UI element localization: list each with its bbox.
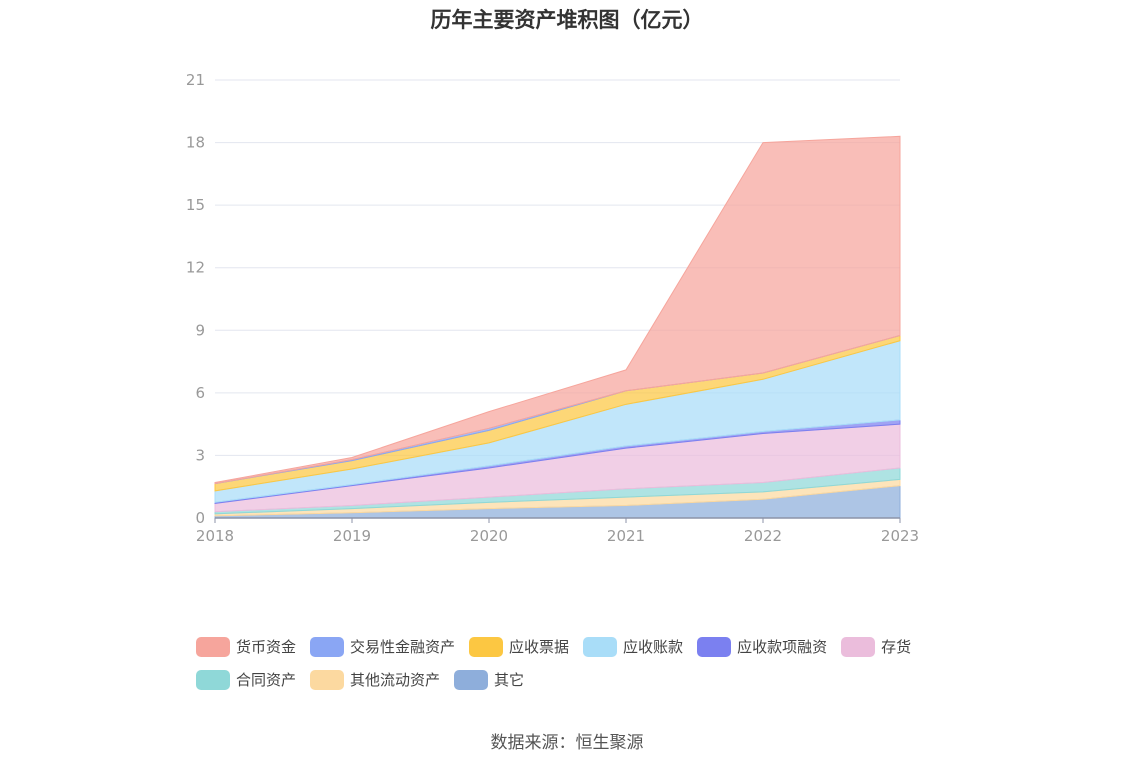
legend-swatch	[310, 636, 345, 657]
legend-label: 其它	[494, 671, 525, 689]
legend-item[interactable]: 其他流动资产	[310, 669, 440, 690]
legend-item[interactable]: 存货	[841, 636, 911, 657]
y-tick-label: 0	[195, 509, 205, 527]
legend-swatch	[196, 636, 230, 657]
y-tick-label: 18	[186, 134, 205, 152]
legend-label: 应收款项融资	[737, 638, 828, 656]
legend-item[interactable]: 合同资产	[196, 669, 296, 690]
x-tick-label: 2022	[744, 527, 782, 545]
legend-item[interactable]: 其它	[454, 669, 524, 690]
chart-title: 历年主要资产堆积图（亿元）	[430, 8, 704, 32]
y-tick-label: 9	[195, 321, 205, 339]
legend-label: 合同资产	[236, 671, 297, 689]
legend: 货币资金 交易性金融资产 应收票据 应收账款 应收款项融资 存货合同资产 其他流动资产 其它	[196, 630, 996, 696]
legend-item[interactable]: 应收款项融资	[697, 636, 827, 657]
x-tick-label: 2019	[333, 527, 371, 545]
x-tick-label: 2021	[607, 527, 645, 545]
y-tick-label: 6	[195, 384, 205, 402]
legend-swatch	[841, 636, 876, 657]
legend-label: 货币资金	[236, 638, 297, 656]
legend-swatch	[583, 636, 618, 657]
x-tick-label: 2018	[196, 527, 234, 545]
data-source: 数据来源：恒生聚源	[490, 733, 644, 753]
legend-swatch	[469, 636, 504, 657]
legend-swatch	[196, 669, 230, 690]
y-tick-label: 12	[186, 259, 205, 277]
x-tick-label: 2020	[470, 527, 508, 545]
axes: 0 3 6 9 12 15 18 21 2018 2019 2020 2021 2022 2023	[186, 71, 919, 545]
stacked-area-chart: 0 3 6 9 12 15 18 21 2018 2019 2020 2021 2022 2023	[186, 71, 919, 545]
y-tick-label: 15	[186, 196, 205, 214]
y-tick-label: 3	[195, 446, 205, 464]
legend-item[interactable]: 应收票据	[469, 636, 569, 657]
legend-swatch	[697, 636, 732, 657]
legend-swatch	[454, 669, 489, 690]
legend-swatch	[310, 669, 345, 690]
legend-item[interactable]: 货币资金	[196, 636, 296, 657]
legend-label: 应收账款	[623, 638, 684, 656]
legend-label: 应收票据	[509, 638, 570, 656]
legend-item[interactable]: 交易性金融资产	[310, 636, 455, 657]
legend-row: 合同资产 其他流动资产 其它	[196, 663, 996, 696]
legend-label: 交易性金融资产	[350, 638, 456, 656]
legend-item[interactable]: 应收账款	[583, 636, 683, 657]
x-tick-label: 2023	[881, 527, 919, 545]
area-series-8	[214, 135, 901, 485]
legend-row: 货币资金 交易性金融资产 应收票据 应收账款 应收款项融资 存货	[196, 630, 996, 663]
legend-label: 存货	[881, 638, 912, 656]
y-tick-label: 21	[186, 71, 205, 89]
area-series-group	[214, 135, 901, 519]
legend-label: 其他流动资产	[350, 671, 441, 689]
